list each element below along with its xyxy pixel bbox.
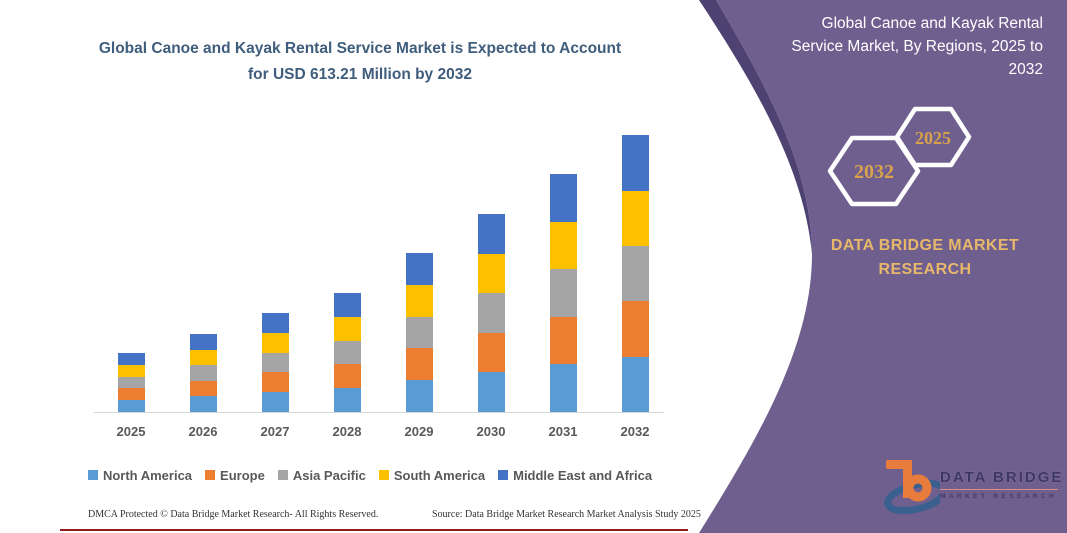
logo-text: DATA BRIDGE MARKET RESEARCH xyxy=(940,453,1063,525)
bar-segment-north-america xyxy=(261,392,289,412)
bar-2025 xyxy=(117,353,145,412)
bar-segment-europe xyxy=(189,380,217,397)
legend-item-middle-east-and-africa: Middle East and Africa xyxy=(498,468,652,483)
bar-segment-north-america xyxy=(117,400,145,412)
hexagon-badge-2025: 2025 xyxy=(894,106,972,168)
bar-segment-europe xyxy=(477,332,505,373)
bar-segment-middle-east-and-africa xyxy=(117,353,145,365)
legend-swatch xyxy=(498,470,509,480)
bar-segment-south-america xyxy=(405,284,433,317)
badge-2032-label: 2032 xyxy=(854,161,894,183)
bar-segment-asia-pacific xyxy=(117,376,145,389)
bar-segment-europe xyxy=(621,301,649,357)
logo-b-glyph xyxy=(886,460,932,502)
bar-segment-asia-pacific xyxy=(261,352,289,373)
chart-legend: North America Europe Asia Pacific South Ame… xyxy=(55,466,685,484)
bar-segment-middle-east-and-africa xyxy=(261,313,289,333)
bar-segment-europe xyxy=(117,388,145,401)
bar-2030 xyxy=(477,213,505,412)
logo-tagline: MARKET RESEARCH xyxy=(940,493,1058,500)
logo-bd-icon xyxy=(884,460,948,515)
bar-segment-north-america xyxy=(477,372,505,412)
x-tick-2028: 2028 xyxy=(332,424,362,439)
legend-item-south-america: South America xyxy=(378,467,486,483)
footer-dmca-text: DMCA Protected © Data Bridge Market Rese… xyxy=(88,509,379,520)
logo-divider xyxy=(940,489,1058,490)
legend-label: Europe xyxy=(220,467,265,483)
legend-swatch xyxy=(277,470,288,480)
x-tick-2026: 2026 xyxy=(188,424,218,439)
bar-2032 xyxy=(621,135,649,412)
legend-swatch xyxy=(87,470,98,480)
footer-divider-line xyxy=(60,529,688,531)
bar-segment-asia-pacific xyxy=(621,245,649,302)
hexagon-badge-2032: 2032 xyxy=(827,135,921,207)
bar-segment-south-america xyxy=(333,316,361,341)
bar-segment-north-america xyxy=(333,388,361,412)
bar-segment-south-america xyxy=(189,349,217,366)
bar-segment-europe xyxy=(405,348,433,381)
legend-swatch xyxy=(378,470,389,480)
bar-segment-middle-east-and-africa xyxy=(549,173,577,222)
bar-segment-asia-pacific xyxy=(333,340,361,365)
x-tick-2032: 2032 xyxy=(620,424,650,439)
bar-segment-north-america xyxy=(621,356,649,412)
bar-segment-asia-pacific xyxy=(405,316,433,349)
bar-2028 xyxy=(333,293,361,412)
panel-swoosh xyxy=(699,0,1067,533)
footer-source-text: Source: Data Bridge Market Research Mark… xyxy=(432,509,701,520)
bar-segment-europe xyxy=(549,316,577,365)
bar-segment-asia-pacific xyxy=(549,269,577,317)
bar-segment-north-america xyxy=(549,364,577,412)
bar-segment-middle-east-and-africa xyxy=(405,253,433,285)
bar-segment-middle-east-and-africa xyxy=(333,293,361,317)
legend-item-europe: Europe xyxy=(205,468,265,483)
bar-segment-south-america xyxy=(261,332,289,353)
bar-segment-south-america xyxy=(549,221,577,270)
bar-segment-europe xyxy=(261,372,289,393)
x-tick-2031: 2031 xyxy=(548,424,578,439)
bar-segment-south-america xyxy=(477,253,505,294)
legend-label: Middle East and Africa xyxy=(513,467,653,483)
bar-segment-middle-east-and-africa xyxy=(621,135,649,191)
legend-swatch xyxy=(205,470,216,480)
x-tick-2025: 2025 xyxy=(116,424,146,439)
bar-2026 xyxy=(189,334,217,412)
bar-2031 xyxy=(549,173,577,412)
chart-title: Global Canoe and Kayak Rental Service Ma… xyxy=(98,40,622,83)
legend-label: Asia Pacific xyxy=(292,467,366,483)
bar-segment-middle-east-and-africa xyxy=(477,213,505,254)
legend-item-asia-pacific: Asia Pacific xyxy=(277,467,366,483)
legend-label: South America xyxy=(393,467,486,483)
x-tick-2029: 2029 xyxy=(404,424,434,439)
logo-icon xyxy=(876,453,948,525)
x-tick-2027: 2027 xyxy=(260,424,290,439)
bar-segment-asia-pacific xyxy=(189,365,217,381)
logo-name: DATA BRIDGE xyxy=(940,469,1064,486)
bar-2027 xyxy=(261,313,289,412)
bar-segment-south-america xyxy=(621,190,649,246)
bar-segment-asia-pacific xyxy=(477,293,505,333)
x-tick-2030: 2030 xyxy=(476,424,506,439)
bar-segment-europe xyxy=(333,364,361,389)
legend-label: North America xyxy=(102,467,193,483)
brand-wordmark: DATA BRIDGE MARKET RESEARCH xyxy=(830,237,1020,278)
data-bridge-logo: DATA BRIDGE MARKET RESEARCH xyxy=(876,453,1063,525)
panel-title: Global Canoe and Kayak Rental Service Ma… xyxy=(791,15,1043,78)
bar-segment-middle-east-and-africa xyxy=(189,334,217,350)
badge-2025-label: 2025 xyxy=(915,128,951,148)
bar-segment-north-america xyxy=(405,380,433,412)
legend-item-north-america: North America xyxy=(87,467,193,483)
bar-segment-south-america xyxy=(117,364,145,377)
bar-2029 xyxy=(405,253,433,412)
bar-segment-north-america xyxy=(189,396,217,412)
x-axis-line xyxy=(94,412,664,413)
